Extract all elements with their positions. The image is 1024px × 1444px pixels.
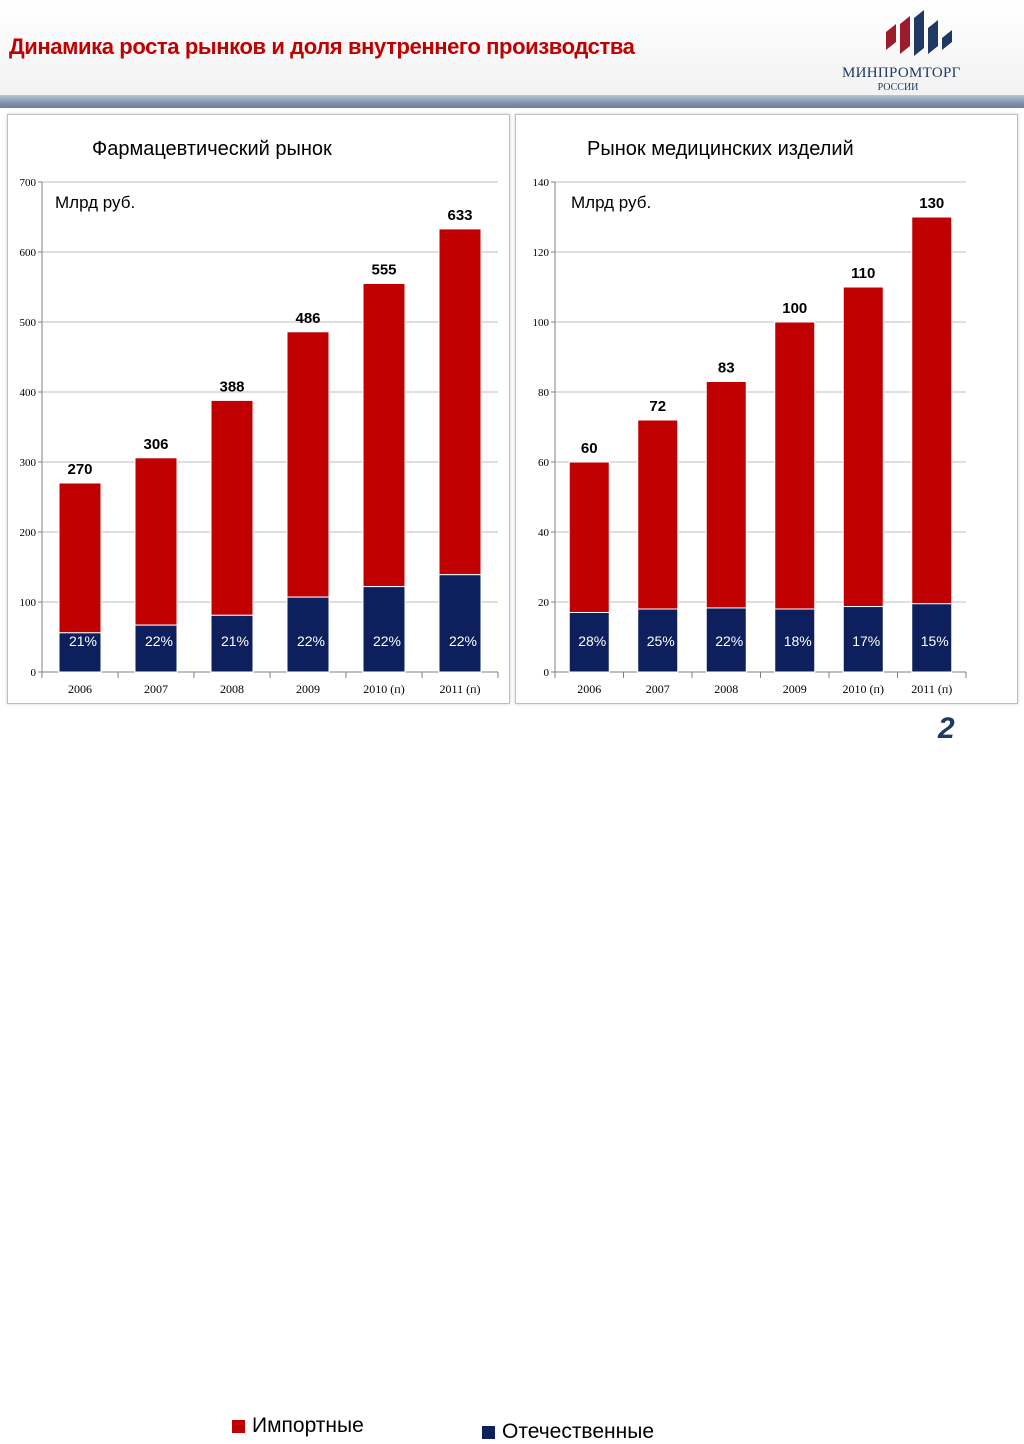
pharma-bar-domestic — [362, 586, 406, 673]
pharma-ytick-label: 300 — [20, 457, 37, 469]
pharma-bar-import — [134, 457, 178, 626]
medical-bar-domestic — [568, 612, 610, 673]
medical-bar-domestic — [774, 608, 816, 673]
pharma-share-label: 21% — [221, 633, 249, 649]
pharma-bar-domestic — [134, 624, 178, 673]
pharma-ytick-label: 100 — [20, 597, 37, 609]
medical-unit-label: Млрд руб. — [571, 193, 652, 212]
pharma-total-label: 486 — [295, 310, 320, 327]
medical-category-label: 2011 (п) — [911, 682, 952, 696]
pharma-share-label: 22% — [297, 633, 325, 649]
pharma-bar-import — [438, 228, 482, 576]
pharma-bar-domestic — [438, 574, 482, 673]
pharma-ytick-label: 700 — [20, 177, 37, 189]
medical-bar-import — [637, 419, 679, 610]
medical-chart-title: Рынок медицинских изделий — [587, 138, 854, 160]
pharma-category-label: 2007 — [144, 682, 168, 696]
ministry-logo: МИНПРОМТОРГ РОССИИ — [842, 8, 972, 93]
pharma-total-label: 633 — [447, 207, 472, 224]
medical-share-label: 15% — [921, 633, 949, 649]
logo-emblem-icon — [886, 10, 952, 56]
pharma-ytick-label: 200 — [20, 527, 37, 539]
medical-ytick-label: 80 — [538, 387, 550, 399]
logo-main-text: МИНПРОМТОРГ — [842, 65, 961, 81]
medical-ytick-label: 140 — [533, 177, 550, 189]
medical-bar-domestic — [911, 603, 953, 673]
medical-bar-domestic — [842, 606, 884, 673]
medical-bar-import — [842, 286, 884, 608]
medical-bar-import — [568, 461, 610, 613]
medical-category-label: 2009 — [783, 682, 807, 696]
medical-share-label: 25% — [647, 633, 675, 649]
slide-header — [0, 0, 1024, 96]
legend-item-import: Импортные — [232, 1414, 364, 1438]
pharma-share-label: 22% — [145, 633, 173, 649]
pharma-bar-import — [58, 482, 102, 634]
medical-bar-domestic — [705, 607, 747, 673]
pharma-share-label: 21% — [69, 633, 97, 649]
pharma-category-label: 2006 — [68, 682, 92, 696]
legend-swatch-domestic — [482, 1425, 495, 1439]
pharma-bar-domestic — [286, 596, 330, 673]
pharma-unit-label: Млрд руб. — [55, 193, 136, 212]
medical-share-label: 28% — [578, 633, 606, 649]
medical-ytick-label: 120 — [533, 247, 550, 259]
legend-item-domestic: Отечественные — [482, 1420, 654, 1444]
legend-swatch-import — [232, 1419, 245, 1433]
medical-total-label: 100 — [782, 300, 807, 317]
pharma-ytick-label: 0 — [31, 667, 37, 679]
medical-ytick-label: 0 — [544, 667, 550, 679]
charts-canvas: 010020030040050060070027021%200630622%20… — [20, 177, 967, 696]
medical-total-label: 110 — [851, 265, 875, 282]
pharma-total-label: 388 — [219, 378, 244, 395]
pharma-total-label: 270 — [67, 461, 92, 478]
medical-bar-import — [705, 381, 747, 609]
medical-category-label: 2007 — [646, 682, 670, 696]
pharma-ytick-label: 500 — [20, 317, 37, 329]
medical-bar-import — [774, 321, 816, 610]
medical-share-label: 18% — [784, 633, 812, 649]
pharma-share-label: 22% — [373, 633, 401, 649]
medical-category-label: 2006 — [577, 682, 601, 696]
legend-label-domestic: Отечественные — [502, 1420, 655, 1443]
medical-total-label: 130 — [919, 195, 944, 212]
medical-share-label: 22% — [715, 633, 743, 649]
pharma-category-label: 2010 (п) — [363, 682, 404, 696]
medical-category-label: 2008 — [714, 682, 738, 696]
pharma-bar-domestic — [210, 614, 254, 673]
medical-ytick-label: 60 — [538, 457, 550, 469]
pharma-category-label: 2008 — [220, 682, 244, 696]
header-divider — [0, 95, 1024, 108]
medical-ytick-label: 40 — [538, 527, 550, 539]
medical-bar-import — [911, 216, 953, 605]
slide-number: 2 — [938, 712, 955, 745]
pharma-bar-import — [362, 283, 406, 588]
medical-ytick-label: 100 — [533, 317, 550, 329]
pharma-ytick-label: 400 — [20, 387, 37, 399]
medical-category-label: 2010 (п) — [843, 682, 884, 696]
pharma-bar-import — [210, 399, 254, 616]
medical-total-label: 83 — [718, 360, 735, 377]
pharma-total-label: 306 — [143, 436, 168, 453]
medical-total-label: 72 — [649, 398, 666, 415]
pharma-chart-title: Фармацевтический рынок — [92, 138, 332, 160]
medical-ytick-label: 20 — [538, 597, 550, 609]
pharma-share-label: 22% — [449, 633, 477, 649]
legend-label-import: Импортные — [252, 1414, 364, 1437]
page-title: Динамика роста рынков и доля внутреннего… — [9, 34, 635, 59]
pharma-category-label: 2009 — [296, 682, 320, 696]
pharma-bar-domestic — [58, 632, 102, 673]
medical-share-label: 17% — [852, 633, 880, 649]
pharma-ytick-label: 600 — [20, 247, 37, 259]
medical-total-label: 60 — [581, 440, 598, 457]
pharma-total-label: 555 — [371, 262, 396, 279]
medical-bar-domestic — [637, 608, 679, 673]
pharma-category-label: 2011 (п) — [440, 682, 481, 696]
logo-sub-text: РОССИИ — [877, 82, 919, 93]
pharma-bar-import — [286, 331, 330, 598]
